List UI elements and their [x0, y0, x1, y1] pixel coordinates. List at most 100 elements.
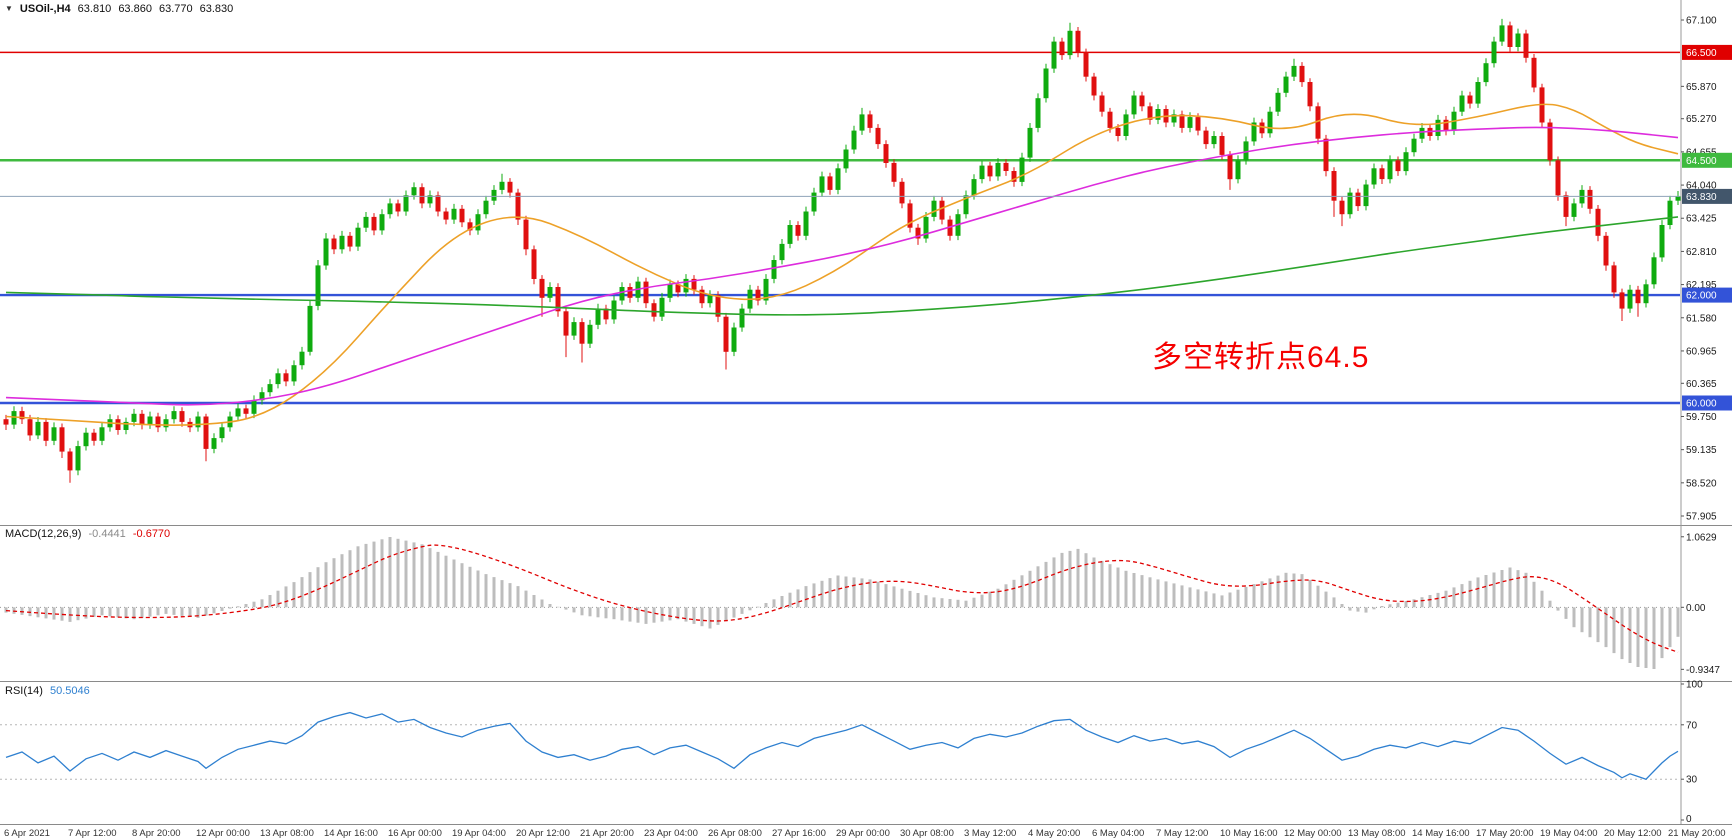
- candle: [803, 211, 809, 236]
- candle: [395, 203, 401, 212]
- svg-text:21 Apr 20:00: 21 Apr 20:00: [580, 828, 634, 839]
- candle: [1115, 127, 1121, 136]
- candle: [363, 216, 369, 228]
- candle: [451, 208, 457, 220]
- symbol-period-label: USOil-,H4: [19, 3, 71, 15]
- candle: [315, 265, 321, 306]
- candle: [1339, 200, 1345, 215]
- candle: [971, 179, 977, 196]
- candle: [1635, 289, 1641, 304]
- svg-text:65.270: 65.270: [1686, 114, 1717, 125]
- candle: [1355, 192, 1361, 207]
- candle: [1619, 292, 1625, 309]
- candle: [1491, 41, 1497, 64]
- candle: [731, 327, 737, 352]
- candle: [1091, 76, 1097, 96]
- candle: [891, 162, 897, 182]
- macd-signal-line: [5, 544, 1679, 653]
- candle: [723, 316, 729, 352]
- candle: [923, 216, 929, 239]
- candle: [1555, 160, 1561, 196]
- candle: [603, 308, 609, 320]
- candle: [259, 392, 265, 401]
- candle: [251, 400, 257, 414]
- candle: [683, 278, 689, 293]
- macd-name: MACD(12,26,9): [5, 528, 82, 540]
- candle: [131, 413, 137, 422]
- candle: [323, 238, 329, 266]
- candle: [1275, 92, 1281, 112]
- svg-text:26 Apr 08:00: 26 Apr 08:00: [708, 828, 762, 839]
- candle: [1203, 130, 1209, 145]
- candle: [1107, 111, 1113, 128]
- candle: [1211, 136, 1217, 145]
- svg-text:12 May 00:00: 12 May 00:00: [1284, 828, 1342, 839]
- candle: [627, 287, 633, 298]
- candle: [1267, 111, 1273, 134]
- symbol-dropdown-icon[interactable]: ▼: [5, 4, 13, 13]
- svg-text:14 May 16:00: 14 May 16:00: [1412, 828, 1470, 839]
- candle: [403, 195, 409, 212]
- candle: [1067, 30, 1073, 56]
- candle: [883, 144, 889, 163]
- candle: [1403, 152, 1409, 172]
- candle: [1171, 114, 1177, 123]
- price-badge: [1682, 152, 1732, 168]
- candle: [1179, 114, 1185, 128]
- candle: [1459, 95, 1465, 112]
- candle: [355, 227, 361, 247]
- candle: [1587, 189, 1593, 209]
- rsi-name: RSI(14): [5, 685, 43, 697]
- candle: [1027, 127, 1033, 158]
- svg-text:59.135: 59.135: [1686, 445, 1717, 456]
- svg-text:64.040: 64.040: [1686, 181, 1717, 192]
- candle: [1643, 284, 1649, 304]
- time-scale[interactable]: 6 Apr 2021 7 Apr 12:00 8 Apr 20:00 12 Apr 0…: [4, 828, 1726, 839]
- candle: [1227, 154, 1233, 180]
- candle: [675, 284, 681, 293]
- price-scale[interactable]: 67.10065.87065.27064.65564.04063.42562.8…: [1680, 0, 1732, 825]
- candle: [531, 249, 537, 279]
- candle: [1235, 160, 1241, 180]
- panel-separators: [0, 525, 1732, 825]
- candle: [27, 419, 33, 436]
- candle: [43, 421, 49, 441]
- price-badge: [1682, 44, 1732, 60]
- candle: [715, 295, 721, 317]
- svg-text:12 Apr 00:00: 12 Apr 00:00: [196, 828, 250, 839]
- candle: [91, 432, 97, 441]
- candle: [1251, 122, 1257, 142]
- candle: [1003, 162, 1009, 171]
- svg-text:27 Apr 16:00: 27 Apr 16:00: [772, 828, 826, 839]
- candle: [1323, 138, 1329, 172]
- candle: [1595, 208, 1601, 236]
- svg-text:10 May 16:00: 10 May 16:00: [1220, 828, 1278, 839]
- candle: [123, 421, 129, 430]
- candle: [371, 216, 377, 231]
- chart-annotation: 多空转折点64.5: [1152, 341, 1370, 374]
- rsi-value: 50.5046: [49, 685, 90, 697]
- candle: [579, 322, 585, 344]
- svg-text:62.195: 62.195: [1686, 280, 1717, 291]
- candle: [1611, 265, 1617, 293]
- candle: [875, 127, 881, 145]
- candle: [707, 295, 713, 304]
- svg-text:30 Apr 08:00: 30 Apr 08:00: [900, 828, 954, 839]
- candle: [19, 411, 25, 420]
- candle: [867, 114, 873, 128]
- svg-text:19 May 04:00: 19 May 04:00: [1540, 828, 1598, 839]
- candle: [795, 225, 801, 236]
- svg-text:7 Apr 12:00: 7 Apr 12:00: [68, 828, 117, 839]
- candle: [755, 289, 761, 301]
- candle: [1603, 235, 1609, 266]
- candle: [499, 181, 505, 190]
- svg-text:63.830: 63.830: [1686, 192, 1717, 203]
- rsi-line: [5, 711, 1679, 780]
- candle: [443, 211, 449, 220]
- candle: [1131, 95, 1137, 115]
- candle: [1363, 184, 1369, 207]
- svg-text:65.870: 65.870: [1686, 82, 1717, 93]
- candle: [1523, 33, 1529, 58]
- candles-layer[interactable]: [3, 18, 1681, 483]
